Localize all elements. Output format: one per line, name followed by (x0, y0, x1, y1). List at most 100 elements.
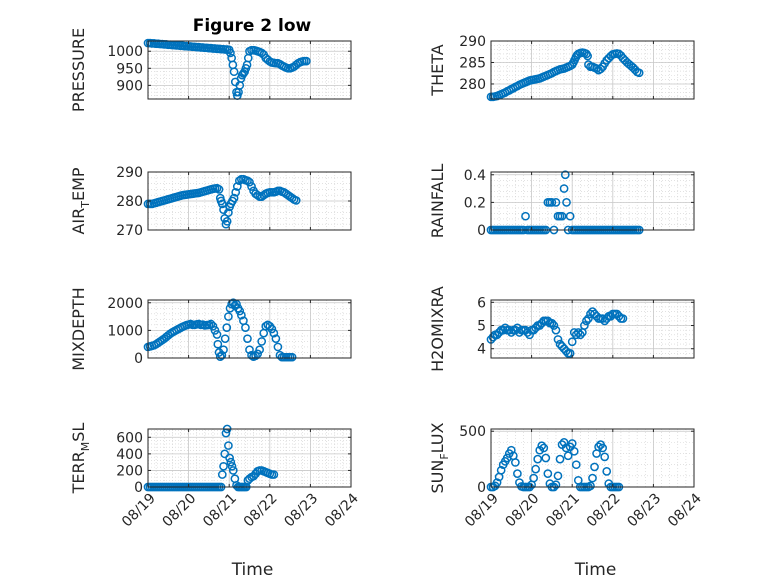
y-axis-label: PRESSURE (69, 28, 88, 112)
y-tick-label: 950 (116, 61, 143, 77)
data-point (553, 471, 563, 481)
data-point (235, 306, 245, 316)
data-point (506, 445, 516, 455)
data-point (247, 182, 256, 191)
y-tick-label: 4 (477, 342, 486, 358)
data-point (565, 211, 575, 221)
x-axis-label: Time (231, 560, 274, 580)
data-point (539, 443, 549, 453)
data-point (496, 465, 506, 475)
data-point (596, 64, 605, 74)
data-point (227, 461, 237, 471)
data-point (232, 182, 242, 191)
data-point (239, 69, 248, 78)
data-point (551, 480, 561, 490)
axes-box (490, 40, 695, 100)
data-point (287, 352, 297, 362)
data-point (562, 198, 571, 207)
data-point (498, 325, 508, 335)
data-point (582, 316, 591, 326)
axes-box (147, 428, 352, 488)
data-point (567, 337, 577, 347)
data-point (561, 443, 571, 453)
subplot-2: 280 285 290 THETA (428, 34, 695, 102)
data-point (584, 314, 593, 323)
y-tick-label: 0 (134, 480, 143, 496)
y-axis-label: H2OMIXRA (428, 286, 447, 372)
axes-box (147, 299, 352, 359)
data-point (511, 458, 520, 467)
data-point (253, 190, 262, 200)
y-tick-label: 2000 (107, 296, 143, 312)
data-point (269, 470, 279, 479)
data-point (212, 330, 222, 339)
data-point (271, 334, 281, 344)
data-point (521, 211, 530, 221)
data-point (221, 428, 231, 438)
data-point (224, 208, 233, 217)
y-tick-label: 290 (459, 34, 486, 50)
data-point (269, 328, 279, 338)
data-point (565, 349, 575, 358)
y-tick-label: 0.2 (464, 195, 486, 211)
data-point (217, 199, 227, 209)
data-point (533, 454, 543, 464)
data-point (241, 323, 250, 332)
data-point (594, 442, 603, 452)
data-point (588, 473, 597, 483)
data-point (214, 185, 224, 194)
data-point (567, 439, 577, 448)
y-tick-label: 400 (116, 447, 143, 463)
data-point (598, 443, 608, 453)
data-point (224, 441, 233, 450)
data-point (228, 466, 238, 475)
y-axis-label: RAINFALL (428, 164, 447, 239)
data-point (245, 345, 254, 355)
axes-box (490, 299, 695, 359)
data-point (555, 454, 565, 464)
data-point (529, 473, 538, 483)
data-point (634, 68, 644, 78)
data-point (602, 467, 612, 476)
data-point (618, 314, 628, 323)
data-point (217, 470, 227, 479)
data-point (251, 351, 260, 361)
data-point (569, 446, 579, 456)
y-tick-label: 0 (134, 351, 143, 367)
data-point (537, 441, 547, 451)
y-tick-label: 6 (477, 295, 486, 311)
data-point (208, 321, 218, 331)
data-point (563, 451, 573, 461)
data-point (543, 469, 553, 478)
data-point (559, 438, 569, 447)
y-axis-label: THETA (428, 44, 447, 96)
data-point (206, 319, 216, 329)
data-point (220, 334, 230, 344)
data-point (590, 462, 599, 472)
data-point (217, 350, 227, 360)
y-axis-label: TERRMSL (69, 423, 92, 495)
y-tick-label: 280 (116, 194, 143, 210)
data-point (551, 325, 561, 335)
data-point (600, 452, 610, 462)
data-point (492, 478, 502, 487)
data-point (575, 330, 585, 340)
data-point (255, 345, 264, 355)
data-point (553, 335, 563, 344)
x-axis-label: Time (574, 560, 617, 580)
axes-box (147, 40, 352, 100)
data-point (253, 349, 262, 359)
data-point (551, 198, 561, 207)
data-point (219, 345, 228, 355)
data-point (222, 323, 232, 332)
data-point (547, 318, 557, 328)
y-tick-label: 280 (459, 77, 486, 93)
data-point (235, 176, 244, 186)
data-point (531, 464, 541, 474)
data-point (273, 342, 283, 352)
data-point (226, 48, 235, 58)
data-point (573, 328, 583, 337)
data-point (557, 211, 567, 221)
